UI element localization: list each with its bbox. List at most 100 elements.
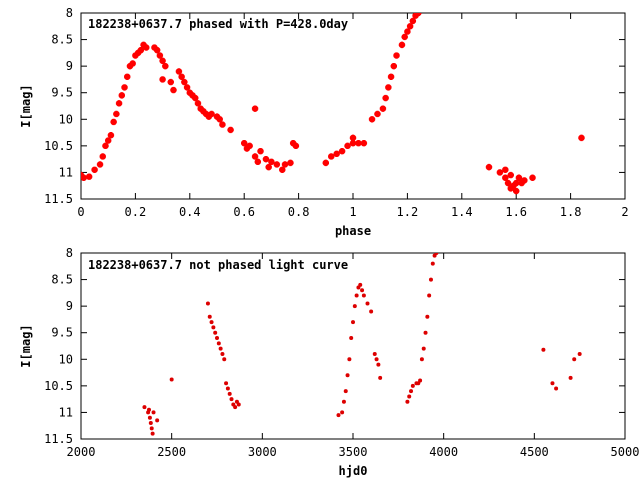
data-point	[578, 134, 585, 142]
data-point	[192, 94, 199, 102]
data-point	[289, 140, 297, 147]
data-point	[113, 110, 120, 118]
y-tick-label: 9.5	[51, 326, 73, 340]
data-point	[398, 41, 406, 49]
data-point	[233, 405, 238, 410]
data-point	[246, 142, 253, 150]
data-point	[354, 293, 359, 298]
data-point	[118, 92, 125, 99]
data-point	[343, 389, 348, 394]
data-point	[428, 277, 433, 282]
data-point	[91, 166, 98, 173]
data-point	[181, 78, 188, 86]
data-point	[268, 158, 275, 165]
data-point	[99, 153, 106, 160]
data-point	[143, 44, 150, 51]
data-point	[369, 309, 374, 314]
data-point	[200, 108, 207, 115]
data-point	[243, 145, 251, 152]
data-point	[194, 100, 202, 107]
y-tick-label: 11.5	[44, 192, 73, 206]
data-point	[178, 73, 185, 80]
x-tick-label: 2000	[67, 445, 96, 459]
x-tick-label: 0.4	[179, 205, 201, 219]
data-point	[134, 49, 142, 57]
data-point	[224, 381, 229, 386]
data-point	[85, 173, 93, 180]
data-point	[227, 391, 232, 396]
data-point	[189, 92, 196, 99]
data-point	[485, 163, 493, 171]
data-point	[322, 159, 329, 167]
data-point	[132, 52, 139, 59]
data-point	[430, 261, 435, 266]
data-point	[186, 89, 193, 96]
data-point	[406, 23, 414, 30]
data-point	[202, 110, 210, 118]
data-point	[121, 84, 128, 91]
plot-frame	[80, 252, 626, 440]
data-point	[102, 142, 109, 150]
x-axis-label: phase	[335, 224, 371, 238]
data-point	[407, 394, 412, 399]
x-tick-label: 1	[349, 205, 356, 219]
data-point	[167, 78, 174, 86]
data-point	[365, 301, 370, 306]
data-points	[142, 253, 582, 436]
data-point	[279, 166, 286, 173]
data-point	[336, 413, 341, 418]
data-point	[257, 147, 264, 155]
data-point	[153, 47, 161, 54]
data-point	[529, 174, 536, 181]
data-point	[205, 301, 210, 306]
data-point	[126, 62, 134, 70]
x-axis-label: hjd0	[339, 464, 368, 478]
y-tick-label: 10.5	[44, 139, 73, 153]
data-point	[183, 84, 191, 91]
data-point	[572, 357, 577, 362]
data-point	[162, 62, 169, 70]
data-point	[262, 155, 270, 163]
data-point	[496, 169, 504, 176]
data-point	[137, 47, 145, 54]
x-tick-label: 3500	[339, 445, 368, 459]
data-point	[213, 330, 218, 335]
data-point	[216, 116, 223, 123]
data-point	[368, 116, 376, 123]
data-point	[341, 399, 346, 404]
data-point	[349, 140, 357, 147]
data-point	[159, 57, 166, 65]
data-point	[265, 163, 272, 171]
data-point	[376, 362, 381, 367]
y-axis-label: I[mag]	[19, 324, 33, 367]
data-point	[115, 100, 123, 107]
x-tick-label: 1.6	[505, 205, 527, 219]
x-tick-label: 2	[621, 205, 628, 219]
data-point	[142, 405, 147, 410]
unphased-light-curve-panel: 2000 2500 3000 3500 4000 4500 5000 8 8.5 9 9.5 10 10…	[19, 246, 639, 478]
data-point	[227, 126, 234, 134]
data-point	[105, 137, 112, 144]
data-point	[292, 142, 300, 150]
y-tick-label: 10	[59, 112, 73, 126]
data-point	[328, 153, 335, 160]
data-point	[510, 182, 517, 189]
data-point	[349, 336, 354, 341]
data-point	[129, 60, 136, 67]
data-point	[148, 421, 153, 426]
data-point	[151, 44, 158, 51]
data-point	[140, 41, 147, 49]
data-point	[352, 304, 357, 309]
x-tick-label: 2500	[157, 445, 186, 459]
data-point	[222, 357, 227, 362]
data-point	[216, 341, 221, 346]
data-point	[423, 330, 428, 335]
data-point	[504, 179, 512, 187]
data-point	[568, 375, 573, 380]
data-point	[518, 179, 525, 187]
data-point	[218, 346, 223, 351]
y-tick-label: 11.5	[44, 432, 73, 446]
y-tick-label: 8	[66, 246, 73, 260]
data-point	[419, 357, 424, 362]
